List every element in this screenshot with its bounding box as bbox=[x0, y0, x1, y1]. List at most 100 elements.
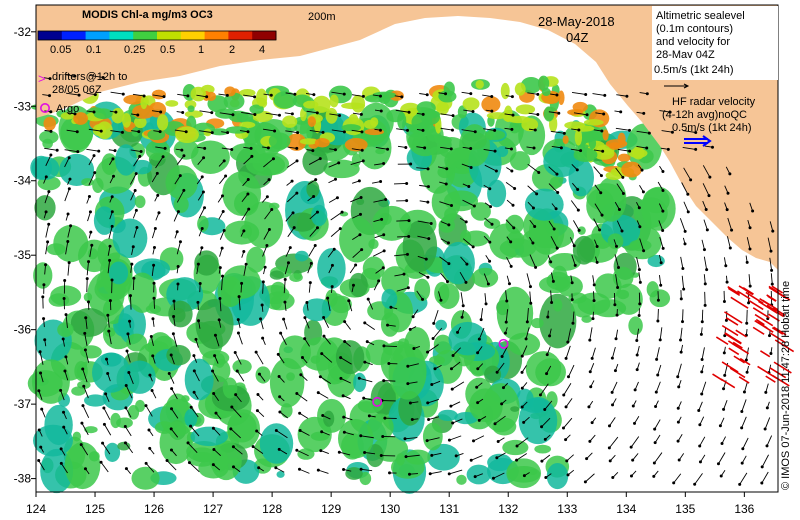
velocity-vector-head bbox=[131, 245, 135, 249]
velocity-vector-head bbox=[740, 426, 744, 430]
velocity-vector bbox=[351, 148, 363, 151]
velocity-vector bbox=[616, 94, 627, 97]
velocity-vector-head bbox=[598, 228, 602, 232]
chlorophyll-patch bbox=[187, 105, 195, 113]
velocity-vector-head bbox=[495, 370, 499, 374]
velocity-vector bbox=[40, 372, 44, 383]
velocity-vector-head bbox=[194, 337, 198, 341]
velocity-vector-head bbox=[210, 131, 214, 135]
velocity-vector-head bbox=[590, 421, 594, 425]
velocity-vector-head bbox=[365, 340, 369, 344]
velocity-vector-head bbox=[647, 131, 651, 135]
velocity-vector-head bbox=[170, 387, 174, 391]
velocity-vector bbox=[462, 238, 474, 248]
hf-radar-vector bbox=[732, 341, 743, 349]
chlorophyll-patch bbox=[299, 138, 318, 145]
velocity-vector-head bbox=[288, 246, 292, 250]
velocity-vector-head bbox=[511, 203, 515, 207]
velocity-vector bbox=[528, 112, 538, 115]
velocity-vector bbox=[329, 113, 340, 116]
velocity-vector-head bbox=[320, 352, 324, 356]
velocity-vector bbox=[152, 94, 165, 98]
velocity-vector-head bbox=[477, 418, 481, 422]
velocity-vector-head bbox=[509, 147, 513, 151]
velocity-vector-head bbox=[153, 227, 157, 231]
velocity-vector-head bbox=[570, 281, 574, 285]
velocity-vector-head bbox=[676, 406, 680, 410]
velocity-vector-head bbox=[652, 461, 656, 465]
velocity-vector-head bbox=[477, 337, 481, 341]
velocity-vector bbox=[125, 442, 134, 454]
velocity-vector-head bbox=[157, 211, 161, 215]
velocity-vector-head bbox=[386, 147, 390, 151]
velocity-vector-head bbox=[139, 150, 143, 154]
velocity-vector-head bbox=[653, 427, 657, 431]
velocity-vector-head bbox=[697, 408, 701, 412]
velocity-vector-head bbox=[299, 373, 303, 377]
chlorophyll-patch bbox=[454, 411, 479, 425]
velocity-vector-head bbox=[282, 317, 286, 321]
velocity-vector-head bbox=[314, 178, 318, 182]
chlorophyll-patch bbox=[270, 295, 282, 310]
chlorophyll-patch bbox=[510, 406, 520, 412]
velocity-vector bbox=[505, 309, 509, 323]
chlorophyll-patch bbox=[441, 241, 475, 285]
chlorophyll-patch bbox=[617, 153, 631, 162]
velocity-vector bbox=[416, 167, 429, 170]
velocity-vector bbox=[331, 129, 345, 133]
velocity-vector-head bbox=[176, 210, 180, 214]
velocity-vector-head bbox=[172, 299, 176, 303]
velocity-vector bbox=[307, 263, 312, 274]
chlorophyll-patch bbox=[70, 308, 108, 337]
velocity-vector bbox=[431, 452, 442, 456]
chlorophyll-patch bbox=[43, 116, 57, 131]
velocity-vector bbox=[375, 147, 388, 150]
velocity-vector-head bbox=[321, 130, 325, 134]
velocity-vector-head bbox=[111, 157, 115, 161]
chlorophyll-patch bbox=[135, 399, 146, 412]
velocity-vector-head bbox=[124, 467, 128, 471]
velocity-vector-head bbox=[427, 418, 431, 422]
colorbar-tick-label: 1 bbox=[198, 44, 204, 56]
velocity-vector-head bbox=[611, 403, 615, 407]
chlorophyll-patch bbox=[273, 91, 297, 109]
velocity-vector-head bbox=[620, 229, 624, 233]
velocity-vector-head bbox=[388, 471, 392, 475]
velocity-vector bbox=[451, 361, 461, 370]
velocity-vector bbox=[103, 407, 111, 420]
chlorophyll-patch bbox=[223, 92, 245, 110]
velocity-vector-head bbox=[358, 212, 362, 216]
velocity-vector bbox=[364, 452, 376, 455]
colorbar-tick-label: 0.1 bbox=[86, 44, 101, 56]
velocity-vector-head bbox=[494, 169, 498, 173]
velocity-vector bbox=[264, 209, 273, 220]
chlorophyll-patch bbox=[57, 322, 74, 337]
chlorophyll-patch bbox=[302, 298, 332, 322]
velocity-vector-head bbox=[221, 209, 225, 213]
velocity-vector bbox=[64, 370, 69, 381]
chlorophyll-patch bbox=[381, 288, 398, 309]
velocity-vector bbox=[636, 257, 640, 270]
chlorophyll-patch bbox=[345, 467, 363, 480]
chlorophyll-patch bbox=[564, 121, 586, 130]
velocity-vector bbox=[616, 220, 623, 232]
velocity-vector bbox=[85, 317, 88, 330]
velocity-vector-head bbox=[134, 172, 138, 176]
velocity-vector-head bbox=[656, 298, 660, 302]
velocity-vector-head bbox=[405, 252, 409, 256]
velocity-vector-head bbox=[132, 276, 136, 280]
velocity-vector-head bbox=[488, 187, 492, 191]
velocity-vector bbox=[262, 245, 268, 257]
velocity-vector bbox=[589, 362, 595, 372]
velocity-vector-head bbox=[479, 318, 483, 322]
velocity-vector-head bbox=[683, 242, 687, 246]
chlorophyll-patch bbox=[607, 233, 624, 250]
velocity-vector-head bbox=[451, 421, 455, 425]
velocity-vector bbox=[304, 338, 310, 347]
velocity-vector bbox=[241, 193, 249, 203]
velocity-vector-head bbox=[475, 385, 479, 389]
velocity-vector bbox=[375, 267, 384, 274]
velocity-vector-head bbox=[189, 405, 193, 409]
velocity-vector-head bbox=[504, 320, 508, 324]
velocity-vector-head bbox=[303, 337, 307, 341]
